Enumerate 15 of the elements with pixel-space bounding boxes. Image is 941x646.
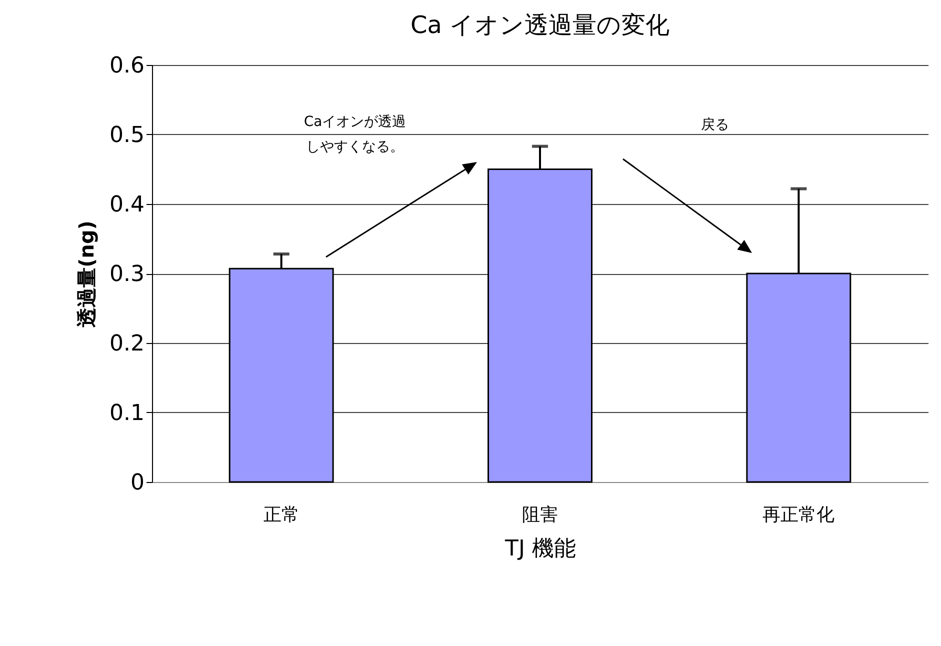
x-axis-title: TJ 機能 (504, 536, 576, 562)
y-tick-label: 0.4 (110, 192, 144, 218)
chart-title: Ca イオン透過量の変化 (410, 11, 670, 39)
annotation: 戻る (701, 117, 729, 133)
y-axis-title: 透過量(ng) (74, 220, 99, 328)
annotation: Caイオンが透過しやすくなる。 (304, 114, 406, 155)
y-tick-label: 0.3 (110, 262, 144, 287)
x-tick-label: 阻害 (522, 504, 558, 526)
x-tick-label: 正常 (263, 504, 300, 526)
y-tick-label: 0.5 (110, 123, 144, 148)
y-tick-label: 0.1 (110, 401, 144, 426)
y-tick-label: 0 (130, 470, 144, 496)
y-tick-label: 0.6 (110, 54, 144, 78)
y-tick-label: 0.2 (110, 332, 144, 356)
x-tick-label: 再正常化 (762, 504, 835, 526)
